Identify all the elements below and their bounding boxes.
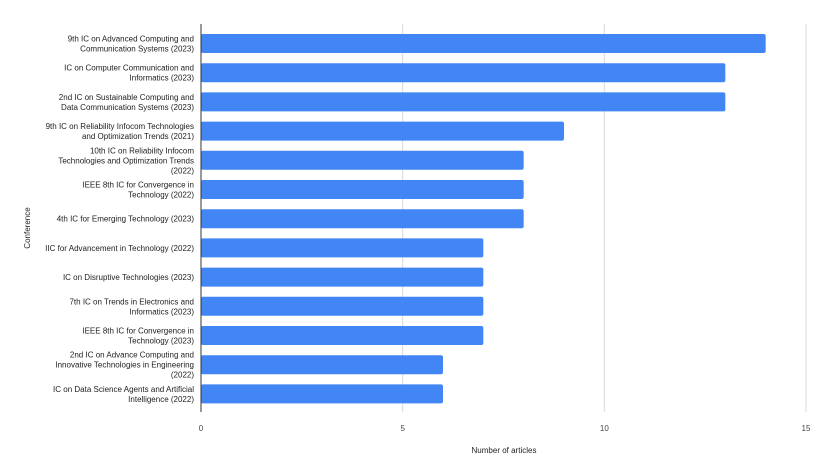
category-label: 9th IC on Advanced Computing and Communic… bbox=[68, 35, 195, 54]
category-labels: 9th IC on Advanced Computing and Communic… bbox=[45, 35, 194, 404]
x-tick-label: 10 bbox=[600, 424, 609, 433]
category-label: 7th IC on Trends in Electronics and Infor… bbox=[69, 297, 194, 316]
category-label: IC on Computer Communication and Informat… bbox=[64, 64, 194, 83]
bars bbox=[201, 34, 766, 404]
x-tick-label: 0 bbox=[199, 424, 204, 433]
bar bbox=[201, 63, 726, 83]
x-tick-labels: 0 5 10 15 bbox=[199, 424, 811, 433]
y-axis-title: Conference bbox=[23, 207, 32, 249]
category-label: IC on Disruptive Technologies (2023) bbox=[63, 273, 194, 282]
bar bbox=[201, 384, 443, 404]
bar bbox=[201, 121, 564, 141]
category-label: 9th IC on Reliability Infocom Technologi… bbox=[46, 122, 195, 141]
bar bbox=[201, 92, 726, 112]
category-label: IEEE 8th IC for Convergence in Technology… bbox=[82, 181, 194, 200]
x-tick-label: 5 bbox=[400, 424, 405, 433]
category-label: IC on Data Science Agents and Artificial… bbox=[53, 385, 194, 404]
category-label: 10th IC on Reliability Infocom Technologi… bbox=[58, 146, 194, 175]
bar bbox=[201, 267, 484, 287]
bar bbox=[201, 326, 484, 345]
bar bbox=[201, 355, 443, 375]
bar bbox=[201, 296, 484, 316]
x-tick-label: 15 bbox=[802, 424, 811, 433]
bar bbox=[201, 150, 524, 170]
x-axis-title: Number of articles bbox=[472, 446, 537, 455]
category-label: IEEE 8th IC for Convergence in Technology… bbox=[82, 327, 194, 346]
bar bbox=[201, 180, 524, 199]
category-label: 4th IC for Emerging Technology (2023) bbox=[57, 215, 195, 224]
category-label: IIC for Advancement in Technology (2022) bbox=[45, 244, 194, 253]
category-label: 2nd IC on Advance Computing and Innovativ… bbox=[55, 351, 194, 380]
category-label: 2nd IC on Sustainable Computing and Data … bbox=[59, 93, 195, 112]
bar bbox=[201, 34, 766, 53]
bar bbox=[201, 238, 484, 258]
bar bbox=[201, 209, 524, 229]
